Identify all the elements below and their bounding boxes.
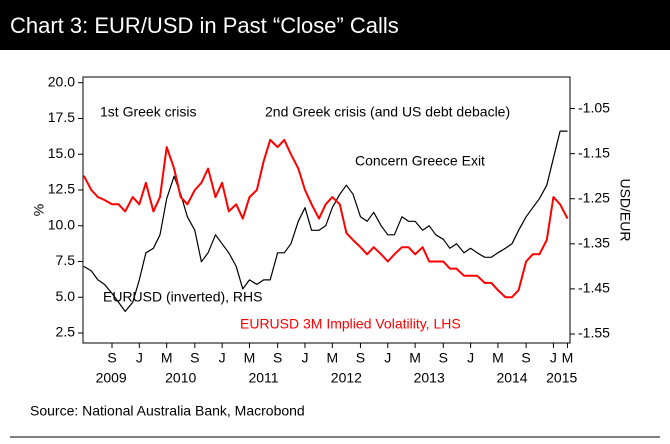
x-tick-label: S: [356, 350, 365, 366]
x-tick-label: S: [439, 350, 448, 366]
series-line: [82, 138, 569, 299]
y-axis-label: %: [31, 204, 47, 216]
y2-tick-label: -1.35: [578, 235, 610, 251]
series-label: EURUSD 3M Implied Volatility, LHS: [240, 316, 461, 332]
x-tick-label: J: [219, 350, 226, 366]
year-label: 2013: [414, 370, 445, 386]
annotation: Concern Greece Exit: [355, 153, 485, 169]
y2-tick-label: -1.15: [578, 144, 610, 160]
y-tick-label: 7.5: [56, 252, 76, 268]
x-tick-label: M: [161, 350, 173, 366]
x-tick-label: S: [273, 350, 282, 366]
y-tick-label: 20.0: [48, 73, 75, 89]
x-tick-label: M: [326, 350, 338, 366]
x-tick-label: J: [301, 350, 308, 366]
x-tick-label: M: [409, 350, 421, 366]
y-tick-label: 10.0: [48, 216, 75, 232]
year-label: 2010: [165, 370, 196, 386]
x-tick-label: M: [492, 350, 504, 366]
y-tick-label: 12.5: [48, 181, 75, 197]
plot-frame: [82, 76, 571, 344]
annotation: 2nd Greek crisis (and US debt debacle): [265, 104, 510, 120]
y2-tick-label: -1.05: [578, 99, 610, 115]
year-label: 2012: [331, 370, 362, 386]
year-label: 2014: [496, 370, 527, 386]
x-tick-label: J: [550, 350, 557, 366]
x-tick-label: J: [384, 350, 391, 366]
year-label: 2011: [248, 370, 278, 386]
y-tick-label: 17.5: [48, 109, 75, 125]
x-tick-label: J: [467, 350, 474, 366]
x-tick-label: M: [244, 350, 256, 366]
source: Source: National Australia Bank, Macrobo…: [30, 403, 305, 419]
x-tick-label: M: [562, 350, 574, 366]
y2-tick-label: -1.25: [578, 189, 610, 205]
y-tick-label: 5.0: [56, 288, 76, 304]
x-tick-label: S: [107, 350, 116, 366]
y-tick-label: 15.0: [48, 145, 75, 161]
chart-title: Chart 3: EUR/USD in Past “Close” Calls: [10, 13, 399, 38]
year-label: 2015: [546, 370, 577, 386]
x-tick-label: S: [521, 350, 530, 366]
y-tick-label: 2.5: [56, 324, 76, 340]
y2-tick-label: -1.45: [578, 280, 610, 296]
x-tick-label: J: [136, 350, 143, 366]
series-line: [83, 130, 568, 312]
y2-tick-label: -1.55: [578, 325, 610, 341]
title-bar: [0, 0, 670, 50]
y2-axis-label: USD/EUR: [617, 178, 633, 241]
annotation: 1st Greek crisis: [100, 104, 196, 120]
series-label: EURUSD (inverted), RHS: [103, 289, 262, 305]
year-label: 2009: [96, 370, 127, 386]
x-tick-label: S: [190, 350, 199, 366]
